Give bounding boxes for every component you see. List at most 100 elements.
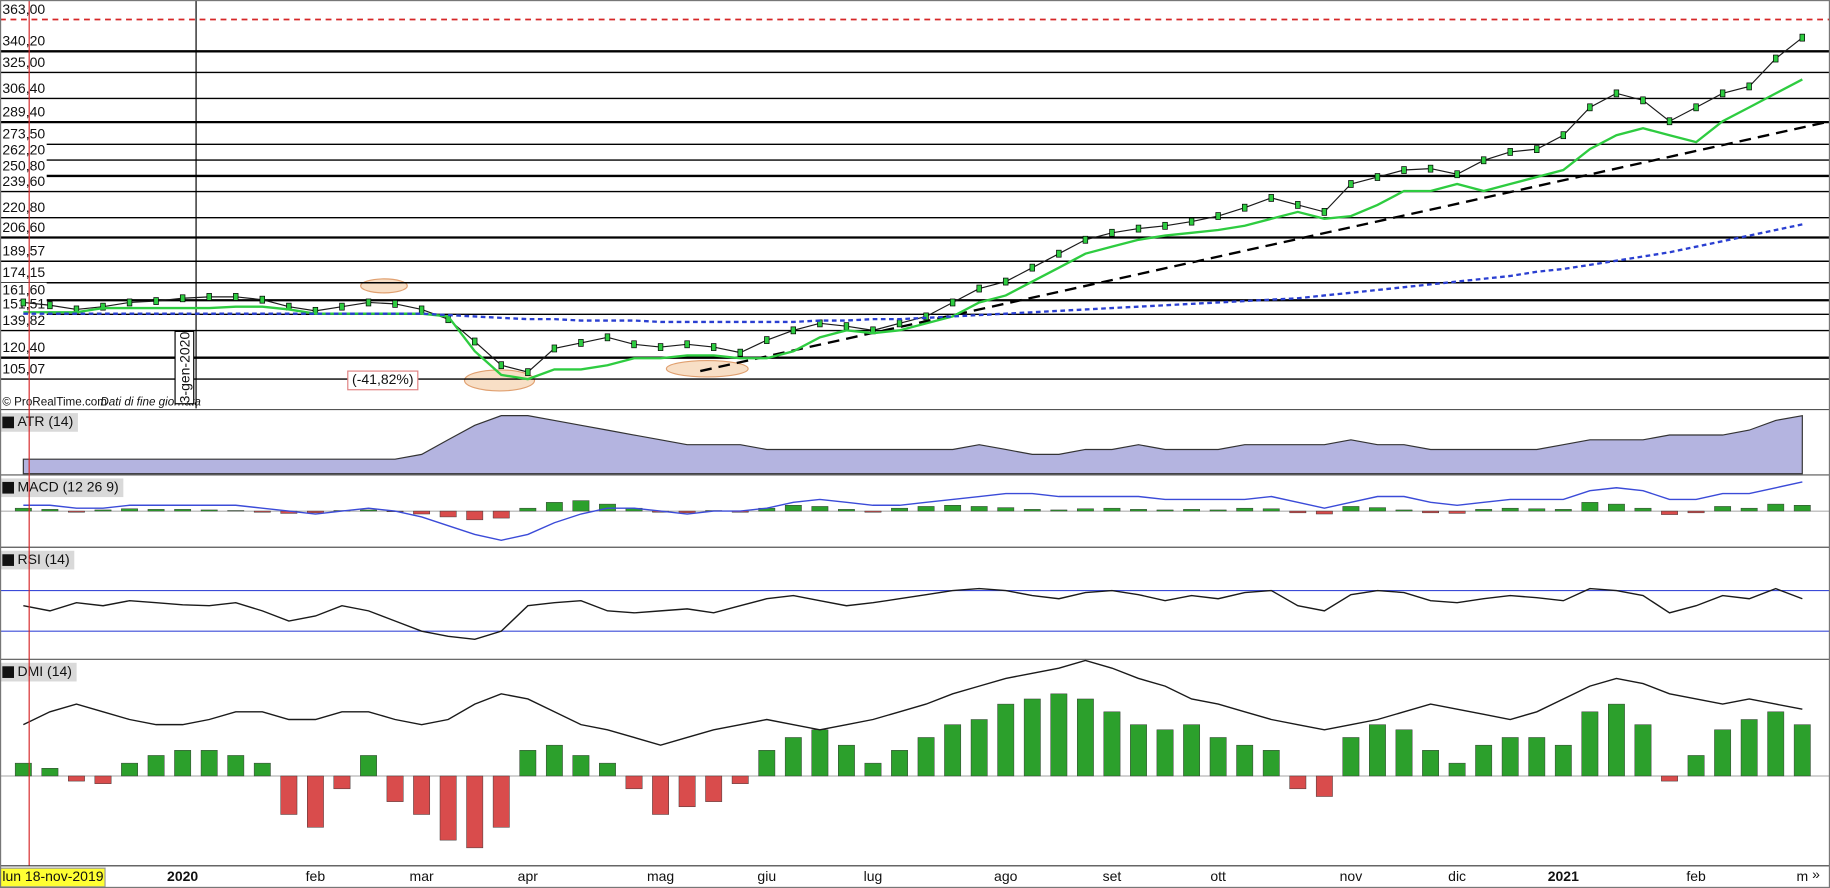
y-tick-label: 325,00 — [2, 54, 45, 70]
candle — [1082, 235, 1089, 244]
histogram-bar — [1076, 508, 1094, 512]
histogram-bar — [333, 775, 351, 790]
histogram-bar — [14, 507, 32, 512]
y-tick-label: 262,20 — [2, 141, 45, 157]
series-line — [23, 659, 1803, 746]
histogram-bar — [1209, 509, 1227, 512]
histogram-bar — [652, 775, 669, 815]
histogram-bar — [1661, 775, 1678, 782]
histogram-bar — [1475, 744, 1493, 777]
histogram-bar — [1448, 510, 1466, 514]
histogram-bar — [360, 755, 377, 777]
y-tick-label-bg — [0, 174, 47, 190]
candle — [498, 361, 504, 370]
x-tick-label: 2021 — [1548, 868, 1579, 884]
histogram-bar — [1714, 506, 1732, 512]
highlight-ellipse — [463, 369, 536, 392]
histogram-bar — [838, 509, 855, 512]
histogram-bar — [121, 508, 138, 512]
candle — [578, 339, 584, 347]
y-tick-label: 363,00 — [2, 1, 45, 17]
histogram-bar — [970, 506, 988, 512]
candle — [1507, 148, 1513, 156]
histogram-bar — [891, 750, 908, 777]
histogram-bar — [1342, 737, 1360, 777]
histogram-bar — [1103, 711, 1121, 777]
y-tick-label-bg — [0, 282, 47, 298]
histogram-bar — [360, 509, 377, 512]
x-tick-label: ott — [1210, 868, 1226, 884]
candle — [764, 336, 770, 344]
panel-label-icon — [2, 416, 15, 429]
candle — [1480, 156, 1487, 165]
histogram-bar — [1076, 698, 1094, 777]
histogram-bar — [147, 755, 165, 777]
histogram-bar — [227, 755, 245, 777]
histogram-bar — [1236, 507, 1254, 512]
candle — [1215, 212, 1221, 220]
panel-label: MACD (12 26 9) — [0, 478, 124, 498]
candle — [1799, 33, 1805, 42]
y-tick-label: 105,07 — [2, 360, 45, 376]
candle — [923, 312, 929, 321]
candle — [1746, 82, 1752, 91]
panel-label-icon — [2, 666, 15, 678]
candle — [1188, 217, 1195, 226]
y-tick-label: 206,60 — [2, 219, 45, 235]
panel-label-icon — [2, 481, 15, 494]
candle — [631, 340, 637, 349]
histogram-bar — [838, 744, 855, 777]
candle — [1003, 277, 1009, 286]
histogram-bar — [200, 750, 218, 777]
candle — [843, 322, 850, 331]
histogram-bar — [1581, 711, 1599, 777]
histogram-bar — [68, 775, 85, 782]
histogram-bar — [1289, 510, 1307, 514]
y-tick-label-bg — [0, 104, 47, 120]
candle — [1056, 249, 1062, 258]
candle — [525, 368, 531, 377]
panel-title: MACD (12 26 9) — [18, 478, 119, 494]
histogram-bar — [1528, 737, 1546, 777]
y-tick-label-bg — [0, 126, 47, 142]
y-tick-label: 139,82 — [2, 312, 45, 328]
source: © ProRealTime.com — [2, 396, 107, 409]
candle — [1427, 164, 1434, 173]
histogram-bar — [280, 775, 298, 815]
histogram-bar — [625, 775, 643, 790]
histogram-bar — [678, 775, 696, 808]
trend-line — [700, 120, 1830, 373]
panel-label-bg — [0, 478, 124, 498]
histogram-bar — [599, 762, 616, 777]
histogram-bar — [1422, 510, 1439, 514]
histogram-bar — [572, 755, 590, 777]
candle — [710, 343, 717, 351]
histogram-bar — [94, 775, 112, 784]
panel-label: ATR (14) — [0, 413, 78, 432]
candle — [1162, 221, 1168, 230]
histogram-bar — [1050, 693, 1068, 777]
histogram-bar — [413, 510, 431, 515]
histogram-bar — [1448, 762, 1466, 777]
candle — [790, 326, 797, 335]
candle — [1295, 201, 1301, 209]
histogram-bar — [307, 775, 324, 828]
histogram-bar — [1634, 507, 1652, 512]
histogram-bar — [1793, 724, 1811, 777]
y-tick-label-bg — [0, 243, 47, 259]
series-line — [23, 37, 1803, 373]
histogram-bar — [1793, 505, 1811, 512]
candle — [206, 293, 212, 301]
panel-label-icon — [2, 554, 15, 566]
histogram-bar — [1050, 509, 1068, 512]
series-line — [23, 481, 1803, 541]
histogram-bar — [678, 510, 696, 514]
histogram-bar — [1581, 502, 1599, 512]
histogram-bar — [784, 505, 802, 512]
nav-button[interactable]: » — [1812, 866, 1820, 882]
candle — [1693, 103, 1699, 112]
histogram-bar — [1156, 509, 1174, 512]
histogram-bar — [1767, 503, 1785, 512]
histogram-bar — [997, 703, 1015, 777]
x-tick-label: feb — [306, 868, 326, 884]
